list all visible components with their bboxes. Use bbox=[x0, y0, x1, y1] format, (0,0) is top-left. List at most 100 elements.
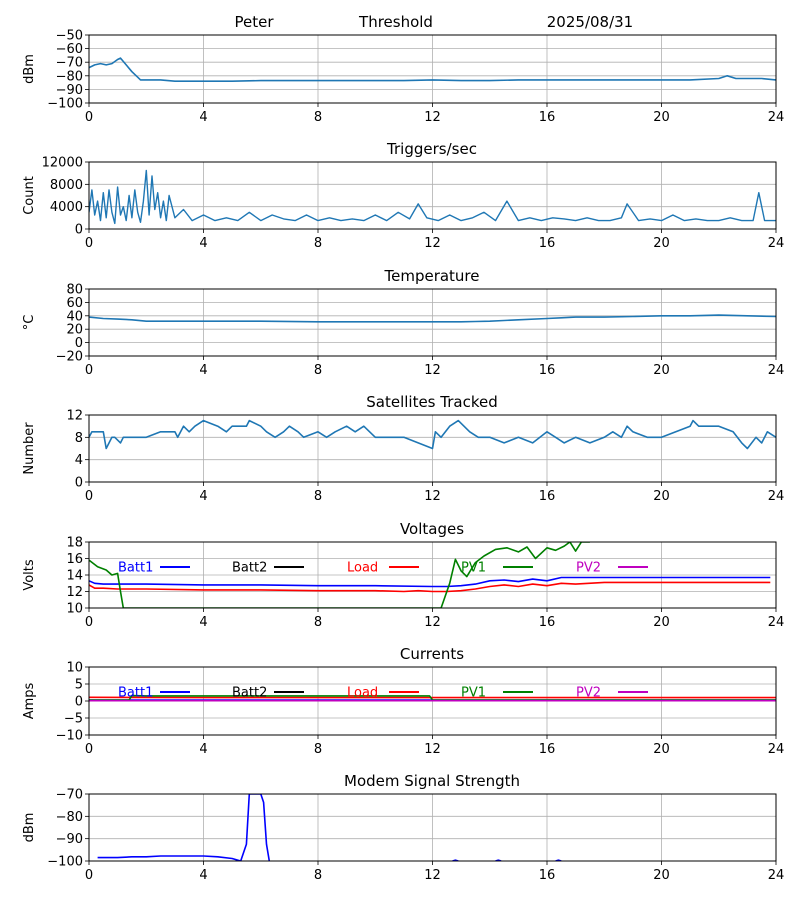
x-tick-label: 16 bbox=[539, 110, 556, 125]
y-tick-label: −70 bbox=[56, 788, 83, 803]
x-tick-label: 20 bbox=[653, 110, 670, 125]
x-tick-label: 8 bbox=[314, 363, 322, 378]
y-tick-label: 10 bbox=[66, 602, 83, 617]
chart-panel-7: 0 4 8 12 16 20 24 −70 −80 −90 −100 Modem Signal Str… bbox=[22, 772, 784, 883]
y-tick-label: 12 bbox=[66, 409, 83, 424]
y-tick-label: −80 bbox=[56, 69, 83, 84]
x-tick-label: 12 bbox=[424, 489, 441, 504]
header-date: 2025/08/31 bbox=[547, 13, 633, 31]
y-tick-label: 10 bbox=[66, 661, 83, 676]
x-tick-label: 20 bbox=[653, 236, 670, 251]
x-tick-label: 4 bbox=[199, 236, 207, 251]
x-tick-label: 20 bbox=[653, 742, 670, 757]
header-station: Peter bbox=[234, 13, 274, 31]
x-tick-label: 12 bbox=[424, 110, 441, 125]
y-tick-label: −70 bbox=[56, 56, 83, 71]
x-tick-label: 16 bbox=[539, 615, 556, 630]
x-tick-label: 16 bbox=[539, 742, 556, 757]
x-tick-label: 4 bbox=[199, 615, 207, 630]
y-tick-label: 20 bbox=[66, 323, 83, 338]
x-tick-label: 0 bbox=[85, 489, 93, 504]
x-tick-label: 12 bbox=[424, 363, 441, 378]
series-line-pv1 bbox=[89, 542, 590, 608]
x-tick-label: 4 bbox=[199, 489, 207, 504]
x-tick-label: 0 bbox=[85, 868, 93, 883]
series-line bbox=[97, 794, 271, 861]
chart-title: Temperature bbox=[383, 267, 479, 285]
chart-panel-1: 0 4 8 12 16 20 24 −50−60−70−80−90−100 dBm bbox=[22, 29, 784, 126]
y-axis-label: Number bbox=[22, 422, 37, 475]
x-tick-label: 24 bbox=[768, 615, 785, 630]
y-tick-label: 60 bbox=[66, 296, 83, 311]
x-tick-label: 0 bbox=[85, 615, 93, 630]
legend-label-load: Load bbox=[347, 561, 378, 576]
x-tick-label: 16 bbox=[539, 236, 556, 251]
y-axis-label: °C bbox=[22, 315, 37, 331]
y-tick-label: 18 bbox=[66, 536, 83, 551]
y-tick-label: 8 bbox=[75, 431, 83, 446]
x-tick-label: 8 bbox=[314, 615, 322, 630]
x-tick-label: 16 bbox=[539, 363, 556, 378]
legend-label-pv1: PV1 bbox=[461, 686, 486, 701]
x-tick-label: 24 bbox=[768, 363, 785, 378]
header: Peter Threshold 2025/08/31 bbox=[234, 13, 633, 31]
y-tick-label: 16 bbox=[66, 552, 83, 567]
x-tick-label: 12 bbox=[424, 742, 441, 757]
y-tick-label: 0 bbox=[75, 476, 83, 491]
x-tick-label: 4 bbox=[199, 363, 207, 378]
chart-title: Voltages bbox=[400, 520, 464, 538]
chart-panel-4: 0 4 8 12 16 20 24 12 8 4 0 Satellites Tracked Number bbox=[22, 393, 784, 504]
y-axis-label: Count bbox=[22, 176, 37, 215]
x-tick-label: 20 bbox=[653, 615, 670, 630]
y-tick-label: 0 bbox=[75, 223, 83, 238]
chart-title: Triggers/sec bbox=[386, 140, 477, 158]
y-tick-label: −5 bbox=[64, 712, 83, 727]
x-tick-label: 20 bbox=[653, 363, 670, 378]
x-tick-label: 4 bbox=[199, 110, 207, 125]
x-tick-label: 24 bbox=[768, 236, 785, 251]
x-tick-label: 0 bbox=[85, 742, 93, 757]
chart-panel-2: 0 4 8 12 16 20 24 12000 8000 4000 0 Triggers/sec Cou… bbox=[22, 140, 784, 251]
y-tick-label: 0 bbox=[75, 695, 83, 710]
x-tick-label: 4 bbox=[199, 868, 207, 883]
x-tick-label: 24 bbox=[768, 110, 785, 125]
x-tick-label: 20 bbox=[653, 489, 670, 504]
legend-label-batt2: Batt2 bbox=[232, 686, 267, 701]
x-tick-label: 8 bbox=[314, 742, 322, 757]
y-tick-label: 40 bbox=[66, 309, 83, 324]
chart-title: Currents bbox=[400, 645, 464, 663]
y-tick-label: −60 bbox=[56, 42, 83, 57]
y-tick-label: 14 bbox=[66, 569, 83, 584]
x-tick-label: 12 bbox=[424, 868, 441, 883]
y-tick-label: −10 bbox=[56, 729, 83, 744]
x-tick-label: 0 bbox=[85, 236, 93, 251]
x-tick-label: 12 bbox=[424, 615, 441, 630]
y-tick-label: 4 bbox=[75, 453, 83, 468]
series-line bbox=[89, 169, 776, 225]
y-tick-label: 4000 bbox=[50, 200, 83, 215]
y-tick-label: 8000 bbox=[50, 178, 83, 193]
x-tick-label: 24 bbox=[768, 868, 785, 883]
y-axis-label: Volts bbox=[22, 559, 37, 591]
series-line-load bbox=[89, 581, 771, 593]
series-line-pv1 bbox=[89, 694, 776, 701]
y-tick-label: −80 bbox=[56, 810, 83, 825]
legend-label-batt1: Batt1 bbox=[118, 561, 153, 576]
y-tick-label: −90 bbox=[56, 83, 83, 98]
y-tick-label: 12 bbox=[66, 585, 83, 600]
chart-title: Modem Signal Strength bbox=[344, 772, 520, 790]
legend-label-batt2: Batt2 bbox=[232, 561, 267, 576]
series-line bbox=[89, 419, 776, 450]
x-tick-label: 24 bbox=[768, 742, 785, 757]
y-axis-label: dBm bbox=[22, 813, 37, 843]
series-line bbox=[89, 314, 776, 323]
x-tick-label: 0 bbox=[85, 110, 93, 125]
header-label: Threshold bbox=[358, 13, 433, 31]
y-tick-label: 12000 bbox=[42, 156, 83, 171]
y-tick-label: −50 bbox=[56, 29, 83, 44]
y-tick-label: −20 bbox=[56, 350, 83, 365]
legend-label-batt1: Batt1 bbox=[118, 686, 153, 701]
